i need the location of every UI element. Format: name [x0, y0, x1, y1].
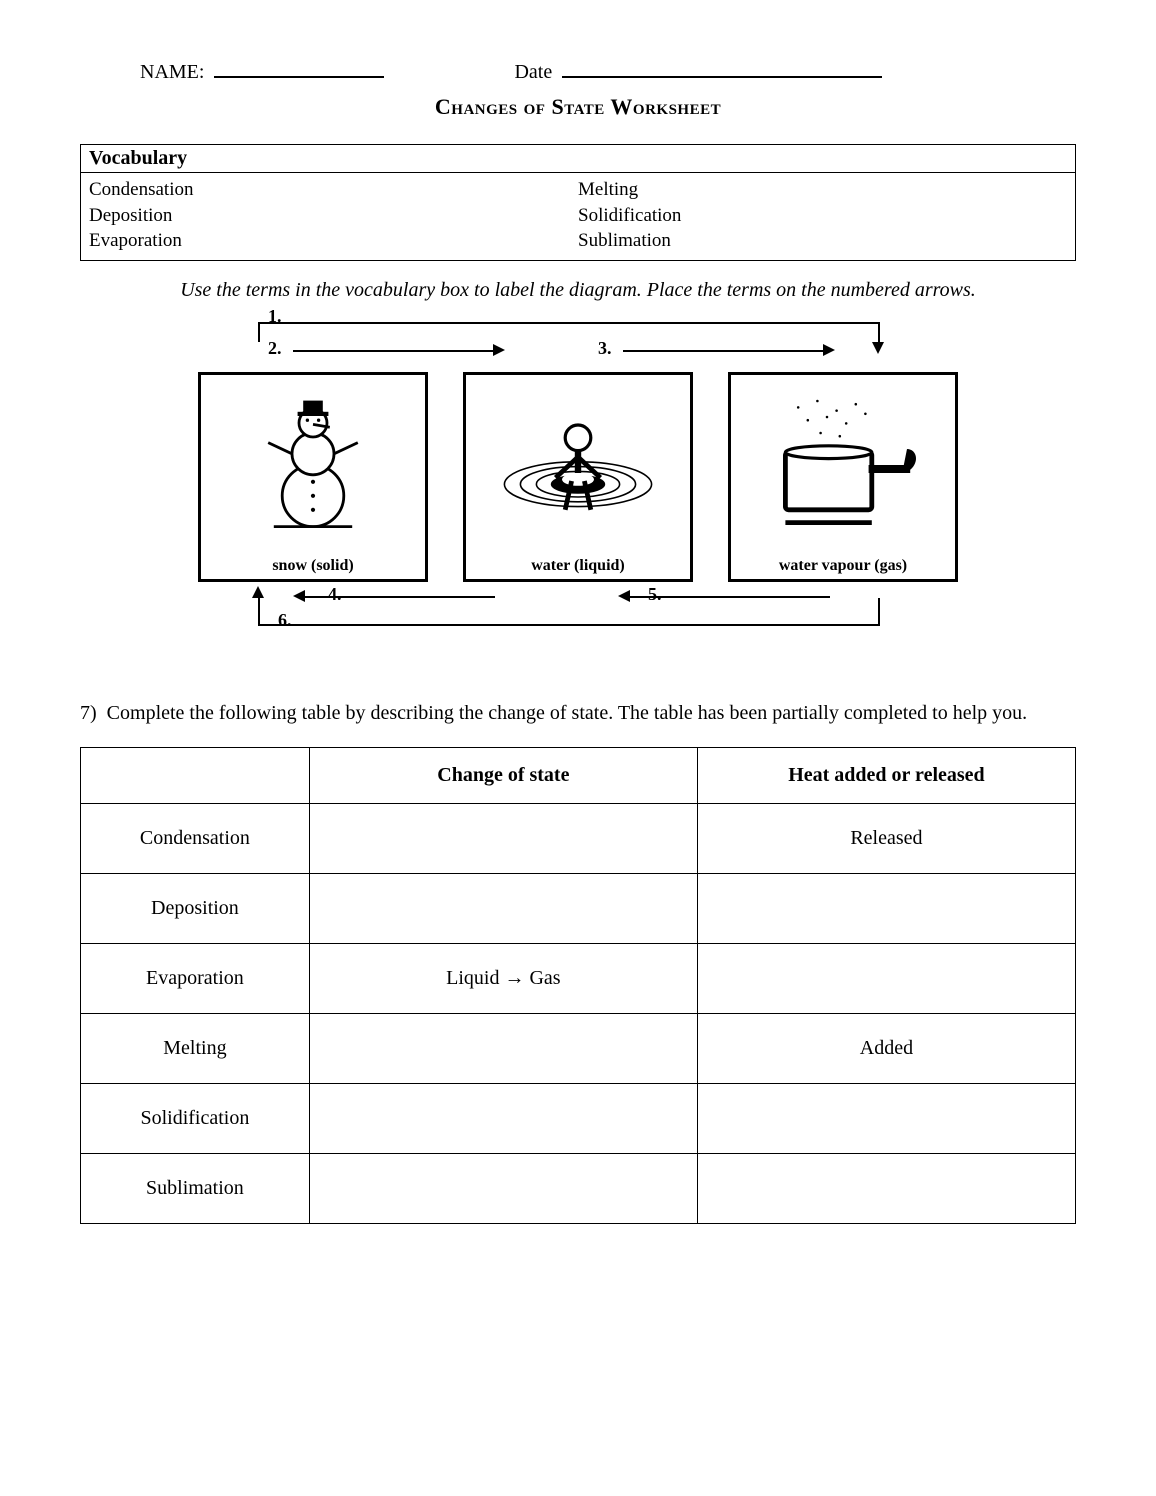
vocab-term: Deposition — [89, 203, 578, 229]
header-row: NAME: Date — [140, 60, 1016, 84]
arrow-label-2: 2. — [268, 338, 282, 359]
panel-caption: snow (solid) — [201, 555, 425, 579]
name-blank[interactable] — [214, 60, 384, 78]
change-of-state-table: Change of state Heat added or released C… — [80, 747, 1076, 1224]
instructions-text: Use the terms in the vocabulary box to l… — [80, 279, 1076, 302]
heat-cell[interactable] — [697, 1083, 1075, 1153]
state-diagram: 1. 2. 3. — [198, 312, 958, 652]
table-row: Deposition — [81, 873, 1076, 943]
term-cell: Solidification — [81, 1083, 310, 1153]
panel-liquid: water (liquid) — [463, 372, 693, 582]
table-header: Change of state — [309, 747, 697, 803]
vocabulary-heading: Vocabulary — [81, 145, 1075, 173]
heat-cell[interactable] — [697, 1153, 1075, 1223]
table-row: Evaporation Liquid → Gas — [81, 943, 1076, 1013]
change-cell[interactable]: Liquid → Gas — [309, 943, 697, 1013]
vocab-col-2: Melting Solidification Sublimation — [578, 177, 1067, 254]
name-label: NAME: — [140, 61, 204, 84]
table-header-row: Change of state Heat added or released — [81, 747, 1076, 803]
panel-caption: water (liquid) — [466, 555, 690, 579]
table-row: Condensation Released — [81, 803, 1076, 873]
change-cell[interactable] — [309, 873, 697, 943]
vocab-term: Melting — [578, 177, 1067, 203]
heat-cell[interactable]: Released — [697, 803, 1075, 873]
panel-caption: water vapour (gas) — [731, 555, 955, 579]
arrow-label-4: 4. — [328, 584, 342, 605]
boiling-pot-icon — [731, 375, 955, 555]
vocabulary-body: Condensation Deposition Evaporation Melt… — [81, 173, 1075, 260]
term-cell: Sublimation — [81, 1153, 310, 1223]
vocab-term: Solidification — [578, 203, 1067, 229]
change-cell[interactable] — [309, 1013, 697, 1083]
table-header: Heat added or released — [697, 747, 1075, 803]
question-number: 7) — [80, 702, 97, 724]
date-label: Date — [514, 61, 552, 84]
vocab-col-1: Condensation Deposition Evaporation — [89, 177, 578, 254]
change-cell[interactable] — [309, 1083, 697, 1153]
panel-gas: water vapour (gas) — [728, 372, 958, 582]
table-row: Sublimation — [81, 1153, 1076, 1223]
diagram-top-arrows: 1. 2. 3. — [198, 312, 958, 372]
vocab-term: Sublimation — [578, 228, 1067, 254]
worksheet-page: NAME: Date Changes of State Worksheet Vo… — [0, 0, 1156, 1496]
arrow-label-3: 3. — [598, 338, 612, 359]
vocabulary-box: Vocabulary Condensation Deposition Evapo… — [80, 144, 1076, 261]
term-cell: Melting — [81, 1013, 310, 1083]
worksheet-title: Changes of State Worksheet — [80, 94, 1076, 120]
table-row: Melting Added — [81, 1013, 1076, 1083]
heat-cell[interactable]: Added — [697, 1013, 1075, 1083]
question-text: Complete the following table by describi… — [107, 702, 1027, 724]
table-header — [81, 747, 310, 803]
panel-solid: snow (solid) — [198, 372, 428, 582]
term-cell: Deposition — [81, 873, 310, 943]
swimmer-icon — [466, 375, 690, 555]
diagram-bottom-arrows: 4. 5. 6. — [198, 582, 958, 652]
date-blank[interactable] — [562, 60, 882, 78]
arrow-label-6: 6. — [278, 610, 292, 631]
heat-cell[interactable] — [697, 873, 1075, 943]
table-row: Solidification — [81, 1083, 1076, 1153]
heat-cell[interactable] — [697, 943, 1075, 1013]
term-cell: Condensation — [81, 803, 310, 873]
change-cell[interactable] — [309, 803, 697, 873]
vocab-term: Evaporation — [89, 228, 578, 254]
question-7: 7) Complete the following table by descr… — [80, 702, 1076, 725]
vocab-term: Condensation — [89, 177, 578, 203]
snowman-icon — [201, 375, 425, 555]
diagram-panels: snow (solid) water ( — [198, 372, 958, 582]
arrow-label-5: 5. — [648, 584, 662, 605]
change-cell[interactable] — [309, 1153, 697, 1223]
term-cell: Evaporation — [81, 943, 310, 1013]
